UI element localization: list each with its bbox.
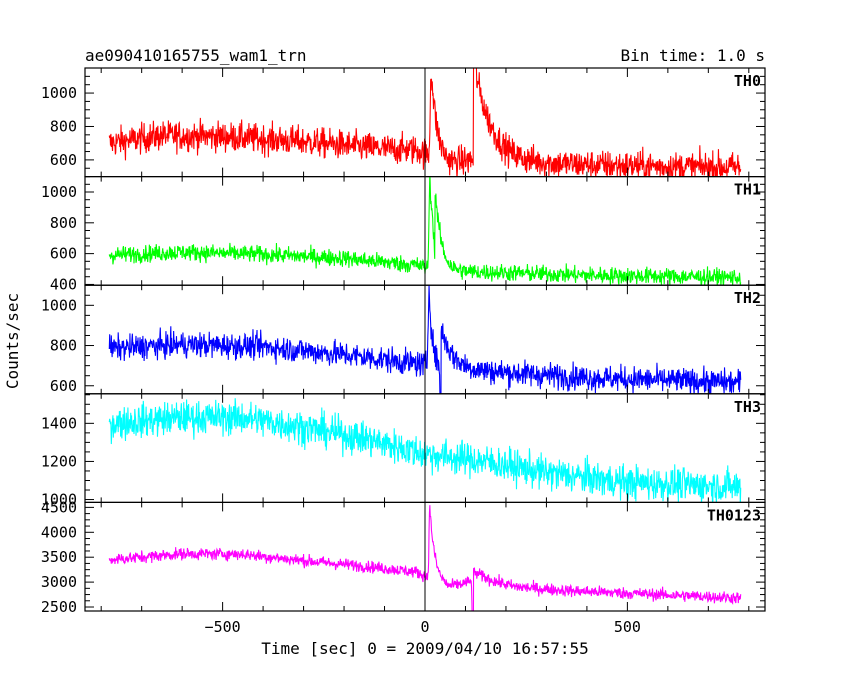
y-tick-label-th3: 1000 [41,491,77,509]
x-tick-label: −500 [205,618,241,636]
y-axis-title: Counts/sec [3,293,22,389]
y-tick-label-th1: 1000 [41,183,77,201]
y-tick-label-th0123: 2500 [41,598,77,616]
panel-label-th1: TH1 [734,181,761,199]
panels-group: 600 800 1000 TH0 400 600 800 1000 TH1 600 800 1000 T… [41,67,766,636]
x-tick-label: 0 [420,618,429,636]
y-tick-label-th3: 1200 [41,452,77,470]
y-tick-label-th2: 1000 [41,296,77,314]
y-tick-label-th3: 1400 [41,414,77,432]
x-tick-label: 500 [614,618,641,636]
y-tick-label-th0: 1000 [41,84,77,102]
y-tick-label-th0: 800 [50,117,77,135]
y-tick-label-th0123: 4000 [41,523,77,541]
x-axis-title: Time [sec] 0 = 2009/04/10 16:57:55 [261,639,589,658]
panel-label-th0: TH0 [734,72,761,90]
y-tick-label-th0123: 4500 [41,498,77,516]
bin-time-label: Bin time: 1.0 s [621,46,766,65]
y-tick-label-th0: 600 [50,151,77,169]
panel-label-th0123: TH0123 [707,506,761,524]
panel-label-th2: TH2 [734,289,761,307]
y-tick-label-th0123: 3000 [41,573,77,591]
chart-title: ae090410165755_wam1_trn [85,46,307,65]
y-tick-label-th1: 800 [50,214,77,232]
y-tick-label-th2: 800 [50,337,77,355]
y-tick-label-th0123: 3500 [41,548,77,566]
y-tick-label-th1: 400 [50,275,77,293]
y-tick-label-th2: 600 [50,377,77,395]
panel-label-th3: TH3 [734,398,761,416]
y-tick-label-th1: 600 [50,245,77,263]
